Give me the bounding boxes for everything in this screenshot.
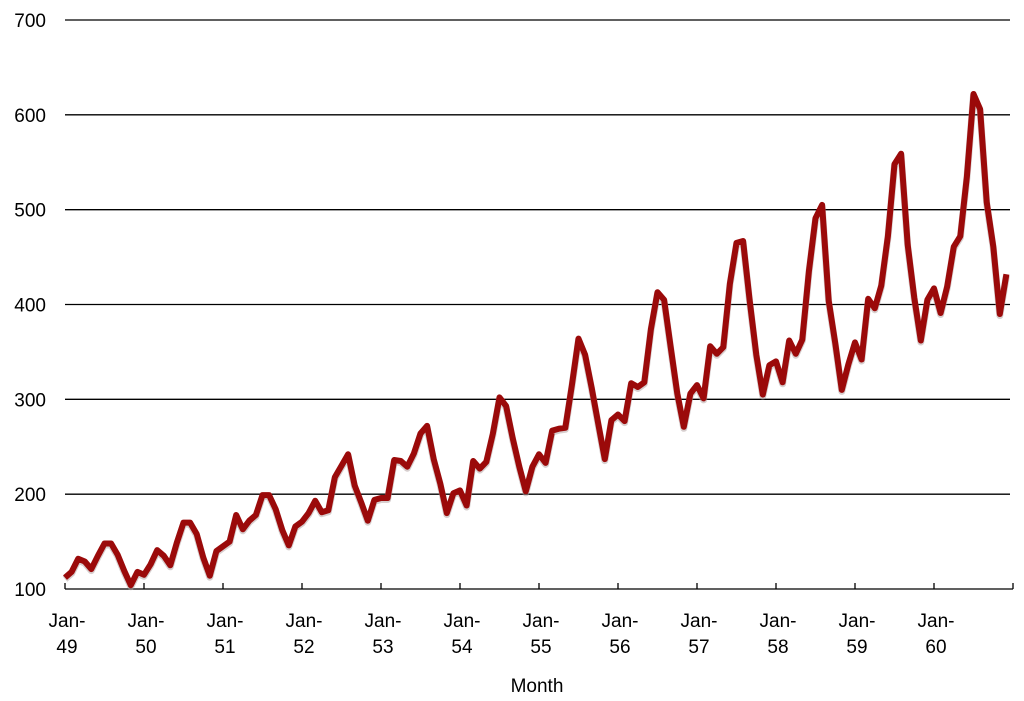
y-tick-label: 300 xyxy=(14,390,46,411)
x-tick-label-year: 54 xyxy=(451,637,473,658)
gridlines xyxy=(65,19,1010,495)
series-lines xyxy=(62,91,1010,591)
x-tick-label-month: Jan- xyxy=(839,611,876,632)
x-tick-label-month: Jan- xyxy=(207,611,244,632)
x-tick-label-year: 52 xyxy=(293,637,314,658)
x-tick-label-month: Jan- xyxy=(523,611,560,632)
y-tick-label: 600 xyxy=(14,106,46,127)
x-tick-label-year: 55 xyxy=(530,637,551,658)
x-axis-label: Month xyxy=(511,676,564,697)
x-tick-label-month: Jan- xyxy=(681,611,718,632)
x-tick-label-year: 58 xyxy=(767,637,788,658)
x-tick-label-year: 50 xyxy=(135,637,156,658)
x-tick-label-month: Jan- xyxy=(365,611,402,632)
x-tick-label-year: 56 xyxy=(609,637,630,658)
x-tick-label-month: Jan- xyxy=(49,611,86,632)
x-tick-label-month: Jan- xyxy=(602,611,639,632)
x-tick-label-year: 59 xyxy=(846,637,867,658)
x-tick-label-year: 49 xyxy=(56,637,77,658)
x-tick-label-month: Jan- xyxy=(444,611,481,632)
x-tick-label-month: Jan- xyxy=(128,611,165,632)
x-tick-label-year: 53 xyxy=(372,637,393,658)
series-line-passengers xyxy=(63,91,1010,589)
y-tick-label: 100 xyxy=(14,580,46,601)
x-tick-label-year: 51 xyxy=(214,637,235,658)
x-axis-tick-labels: Jan- 49 Jan- 50 Jan- 51 Jan- 52 Jan- 53 Jan- 54 Jan-… xyxy=(49,611,955,658)
x-tick-label-month: Jan- xyxy=(918,611,955,632)
x-tick-label-month: Jan- xyxy=(760,611,797,632)
x-tick-label-month: Jan- xyxy=(286,611,323,632)
x-axis xyxy=(64,583,1014,590)
y-axis-tick-labels: 100 200 300 400 500 600 700 xyxy=(14,11,46,601)
y-tick-label: 400 xyxy=(14,296,46,317)
x-tick-label-year: 60 xyxy=(925,637,946,658)
y-tick-label: 200 xyxy=(14,485,46,506)
y-tick-label: 500 xyxy=(14,201,46,222)
x-tick-label-year: 57 xyxy=(688,637,709,658)
y-tick-label: 700 xyxy=(14,11,46,32)
